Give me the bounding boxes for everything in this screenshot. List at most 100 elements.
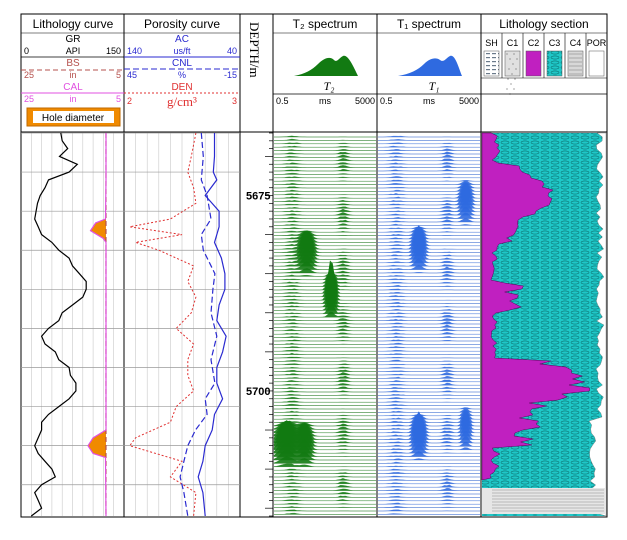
spectrum-trace	[274, 356, 376, 359]
spectrum-trace	[274, 311, 376, 318]
den-unit: g/cm³	[167, 94, 197, 109]
spectrum-trace	[378, 225, 480, 246]
spectrum-trace	[274, 352, 376, 355]
t1-legend-symbol: T₁	[429, 79, 440, 93]
spectrum-trace	[378, 277, 480, 280]
spectrum-trace	[378, 382, 480, 386]
spectrum-trace	[378, 339, 480, 342]
spectrum-trace	[274, 294, 376, 311]
spectrum-trace	[274, 168, 376, 172]
spectrum-trace	[378, 408, 480, 413]
spectrum-trace	[274, 219, 376, 223]
spectrum-trace	[378, 458, 480, 461]
spectrum-trace	[378, 288, 480, 291]
spectrum-trace	[378, 135, 480, 138]
porosity-track-title: Porosity curve	[144, 17, 220, 31]
spectrum-trace	[274, 375, 376, 379]
track-gridlines	[21, 132, 240, 516]
lithology-curves	[30, 132, 107, 517]
spectrum-trace	[274, 342, 376, 345]
t2-axis-min: 0.5	[276, 96, 289, 106]
spectrum-trace	[274, 216, 376, 219]
spectrum-trace	[378, 223, 480, 226]
spectrum-trace	[274, 208, 376, 212]
spectrum-trace	[378, 162, 480, 165]
spectrum-trace	[274, 400, 376, 403]
spectrum-trace	[378, 407, 480, 410]
spectrum-trace	[274, 410, 376, 413]
spectrum-trace	[274, 142, 376, 144]
lithology-track-header: Lithology curve GR 0 API 150 BS 25 in 5 …	[21, 17, 124, 127]
spectrum-trace	[378, 236, 480, 257]
spectrum-trace	[378, 212, 480, 219]
cnl-min: 45	[127, 70, 137, 80]
spectrum-trace	[378, 363, 480, 365]
spectrum-trace	[274, 346, 376, 348]
legend-swatch	[525, 50, 542, 77]
spectrum-trace	[378, 499, 480, 501]
spectrum-trace	[378, 495, 480, 498]
spectrum-trace	[274, 165, 376, 168]
spectrum-trace	[378, 226, 480, 236]
legend-swatch	[546, 50, 563, 77]
spectrum-trace	[274, 468, 376, 471]
por-fill	[588, 132, 607, 517]
spectrum-trace	[378, 181, 480, 185]
spectrum-trace	[274, 212, 376, 216]
spectrum-trace	[274, 492, 376, 495]
spectrum-trace	[274, 264, 376, 291]
spectrum-trace	[378, 321, 480, 325]
spectrum-trace	[274, 203, 376, 206]
spectrum-trace	[274, 272, 376, 277]
spectrum-trace	[378, 465, 480, 467]
chart-frame	[20, 13, 608, 518]
spectrum-trace	[274, 260, 376, 297]
spectrum-trace	[274, 135, 376, 138]
spectrum-trace	[274, 176, 376, 178]
spectrum-trace	[378, 295, 480, 297]
t2-legend-symbol: T₂	[324, 79, 335, 93]
spectrum-trace	[274, 478, 376, 481]
spectrum-trace	[378, 225, 480, 250]
spectrum-trace	[378, 169, 480, 172]
spectrum-trace	[378, 142, 480, 144]
spectrum-trace	[378, 342, 480, 345]
gr-min: 0	[24, 46, 29, 56]
spectrum-trace	[274, 223, 376, 226]
spectrum-trace	[274, 472, 376, 474]
spectrum-trace	[274, 230, 376, 236]
cal-max: 5	[116, 94, 121, 104]
den-max: 3	[232, 96, 237, 106]
spectrum-trace	[274, 230, 376, 233]
spectrum-trace	[378, 484, 480, 488]
spectrum-trace	[378, 481, 480, 484]
cnl-curve-name: CNL	[172, 58, 192, 69]
lithology-track-title: Lithology curve	[33, 17, 114, 31]
spectrum-trace	[378, 309, 480, 311]
spectrum-trace	[378, 475, 480, 478]
spectrum-trace	[378, 359, 480, 362]
cal-min: 25	[24, 94, 34, 104]
spectrum-trace	[378, 218, 480, 223]
spectrum-trace	[378, 506, 480, 508]
den-curve	[128, 132, 197, 517]
spectrum-trace	[274, 206, 376, 209]
gr-curve-name: GR	[66, 34, 81, 45]
legend-swatch	[588, 50, 605, 77]
depth-ticks: 5675 5700	[246, 132, 273, 517]
lithology-section-body	[481, 132, 607, 517]
legend-dot	[516, 58, 518, 60]
bs-max: 5	[116, 70, 121, 80]
cal-curve	[87, 133, 107, 517]
spectrum-trace	[378, 225, 480, 243]
spectrum-trace	[378, 226, 480, 229]
t1-track-title: T₁ spectrum	[397, 17, 461, 31]
spectrum-trace	[378, 443, 480, 454]
hole-diameter-label: Hole diameter	[42, 113, 105, 124]
spectrum-trace	[274, 397, 376, 399]
spectrum-trace	[274, 328, 376, 331]
spectrum-trace	[378, 369, 480, 372]
spectrum-trace	[274, 509, 376, 512]
cal-curve-name: CAL	[63, 82, 83, 93]
spectrum-trace	[378, 226, 480, 233]
